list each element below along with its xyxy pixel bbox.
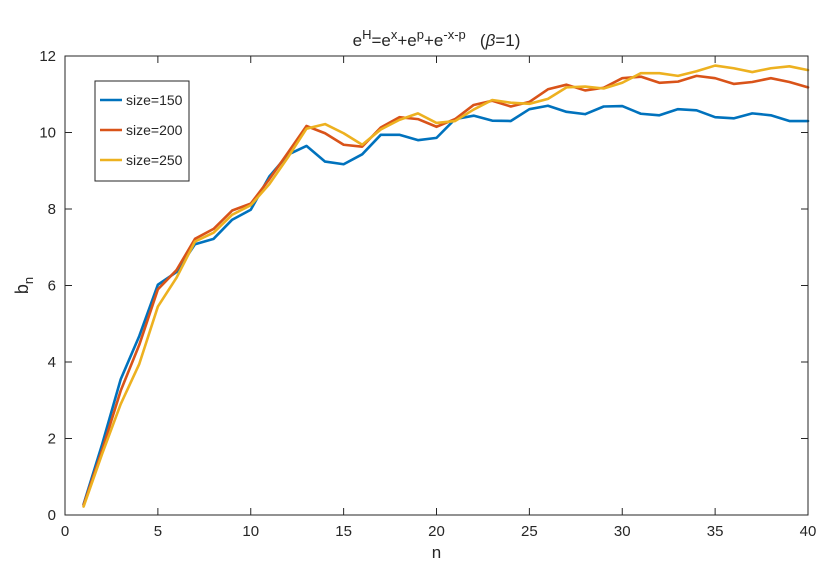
y-tick-label: 8 bbox=[48, 201, 56, 218]
title-segment: β bbox=[485, 31, 496, 50]
labels-layer: 0 5 10 15 20 25 30 35 40024681012nbneH=ex+ep+e-x… bbox=[12, 27, 816, 562]
y-tick-label: 6 bbox=[48, 278, 56, 295]
legend-label-1: size=150 bbox=[126, 92, 183, 108]
x-tick-label: 35 bbox=[707, 523, 724, 540]
title-segment: ( bbox=[466, 31, 486, 50]
y-tick-label: 12 bbox=[39, 48, 56, 65]
x-tick-label: 0 bbox=[61, 523, 69, 540]
title-segment: =e bbox=[371, 31, 390, 50]
title-segment: =1) bbox=[495, 31, 520, 50]
x-tick-label: 20 bbox=[428, 523, 445, 540]
series-line-3 bbox=[82, 64, 810, 508]
x-tick-label: 40 bbox=[800, 523, 817, 540]
y-axis-label-subscript: n bbox=[21, 277, 36, 284]
x-tick-label: 25 bbox=[521, 523, 538, 540]
chart-title: eH=ex+ep+e-x-p (β=1) bbox=[353, 27, 521, 50]
x-tick-label: 10 bbox=[242, 523, 259, 540]
y-axis-label-base: b bbox=[12, 284, 32, 294]
title-superscript: H bbox=[362, 27, 371, 42]
y-tick-label: 4 bbox=[48, 354, 56, 371]
axes-layer bbox=[64, 55, 809, 516]
y-tick-label: 0 bbox=[48, 507, 56, 524]
x-tick-label: 30 bbox=[614, 523, 631, 540]
series-layer bbox=[82, 64, 810, 508]
title-superscript: x bbox=[391, 27, 398, 42]
title-segment: +e bbox=[424, 31, 443, 50]
y-axis-label: bn bbox=[12, 277, 36, 294]
x-tick-label: 5 bbox=[154, 523, 162, 540]
title-superscript: p bbox=[417, 27, 424, 42]
x-tick-label: 15 bbox=[335, 523, 352, 540]
y-tick-label: 2 bbox=[48, 431, 56, 448]
title-superscript: -x-p bbox=[443, 27, 465, 42]
title-segment: +e bbox=[397, 31, 416, 50]
legend-label-3: size=250 bbox=[126, 152, 183, 168]
y-tick-label: 10 bbox=[39, 125, 56, 142]
legend-label-2: size=200 bbox=[126, 122, 183, 138]
legend: size=150 size=200 size=250 bbox=[94, 80, 190, 182]
x-axis-label: n bbox=[432, 543, 441, 562]
series-line-1 bbox=[82, 104, 810, 506]
title-segment: e bbox=[353, 31, 362, 50]
